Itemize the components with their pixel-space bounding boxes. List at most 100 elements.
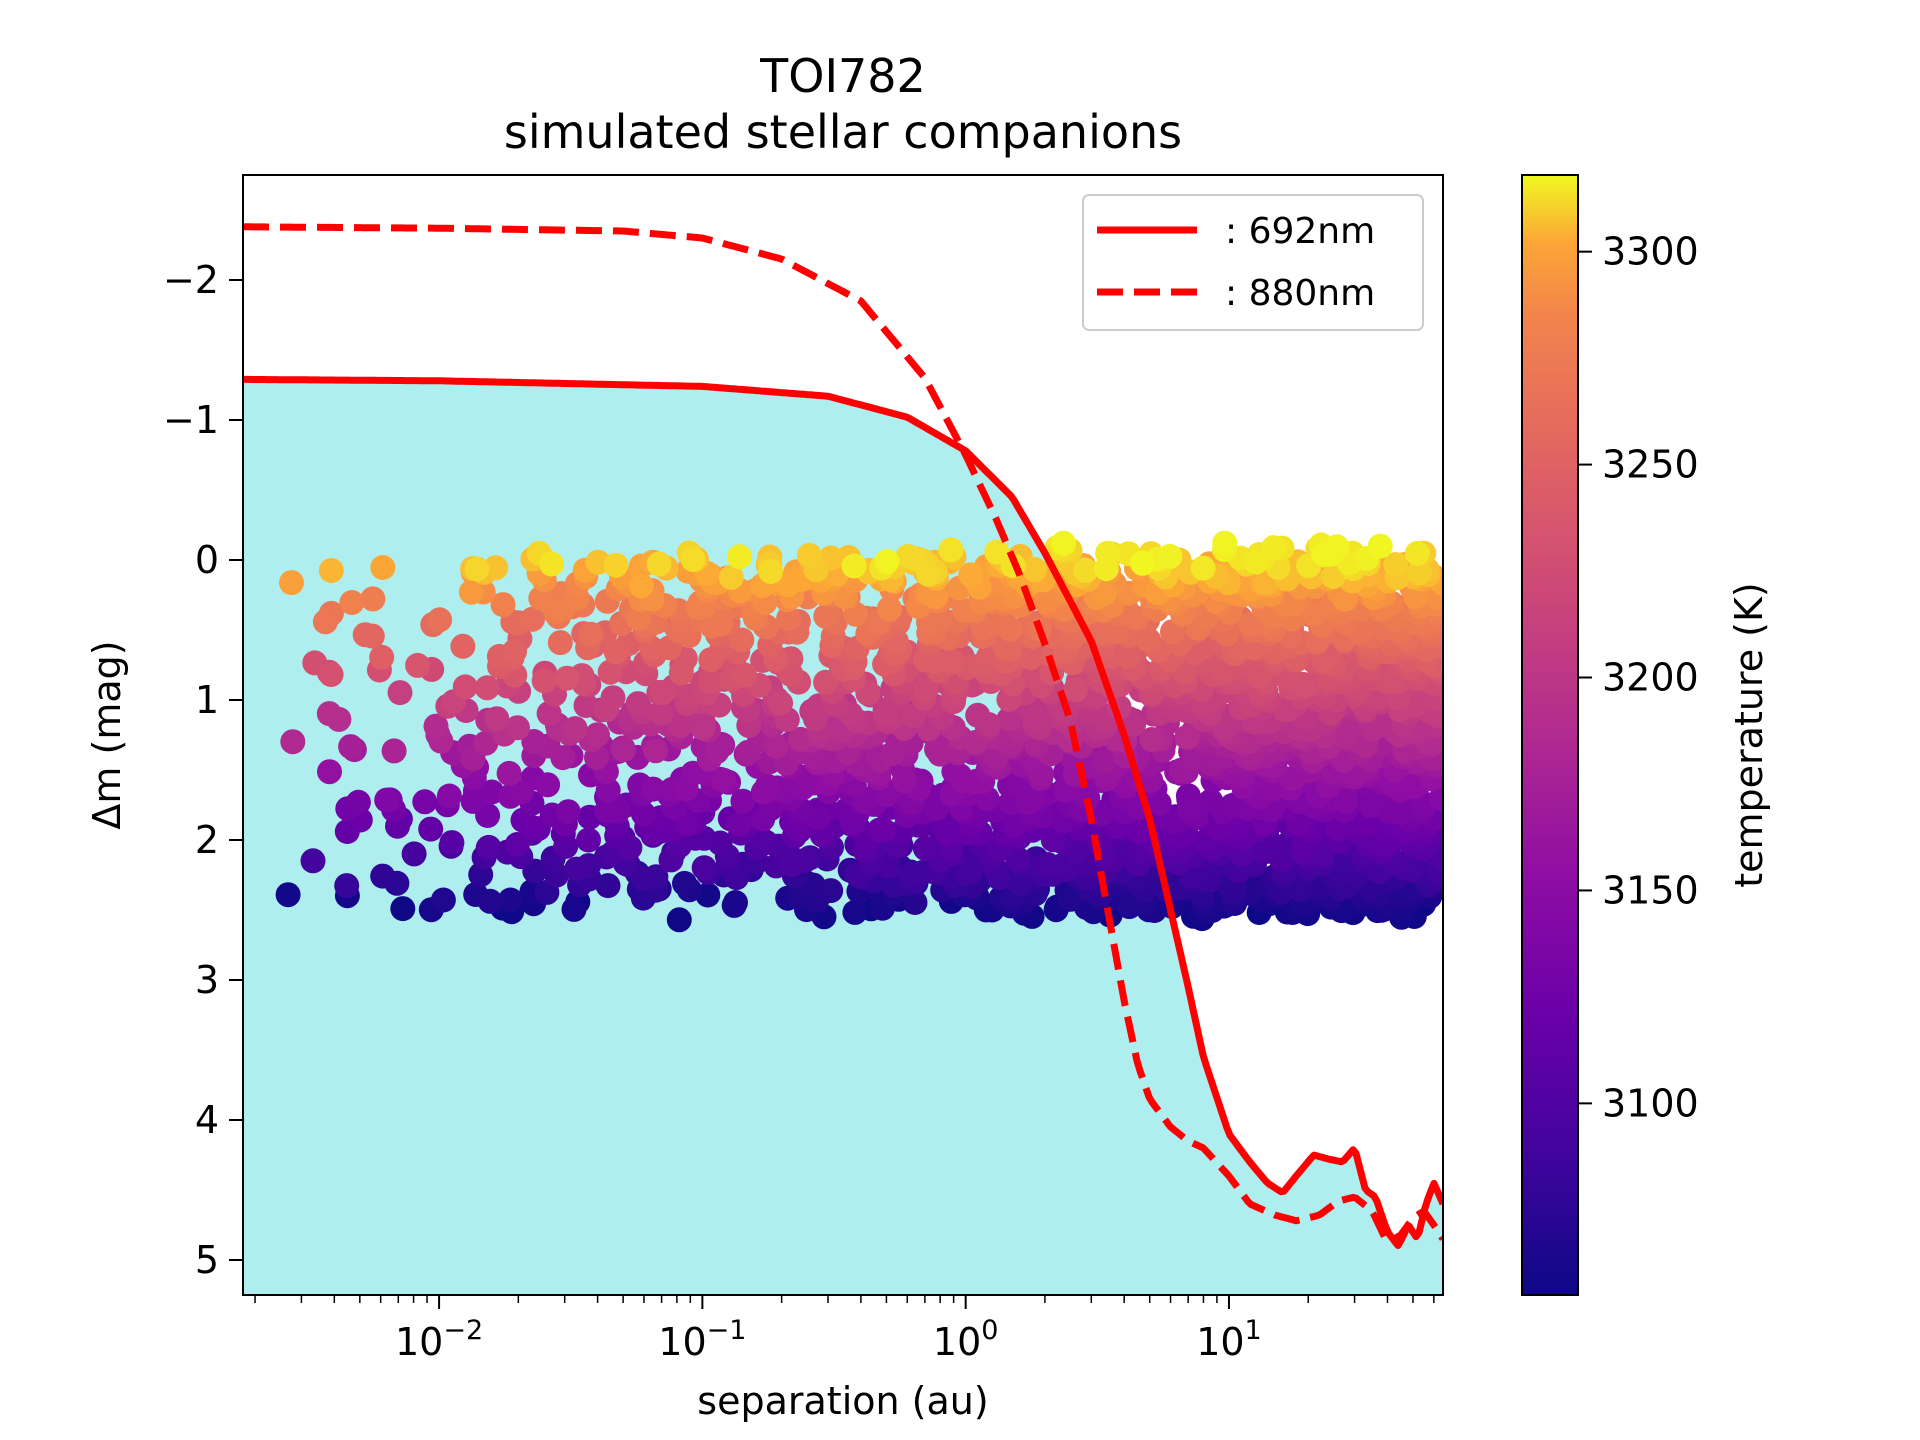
scatter-point [1406,560,1432,586]
scatter-point [723,890,748,915]
scatter-point [1198,788,1224,814]
scatter-point [877,596,903,622]
scatter-point [518,814,544,840]
scatter-point [473,730,499,756]
y-tick-label: 5 [195,1238,219,1282]
y-tick-label: 0 [195,538,219,582]
scatter-point [405,652,431,678]
colorbar-gradient [1521,174,1579,1296]
scatter-point [873,701,898,727]
scatter-point [1115,643,1141,669]
y-axis: −2 −1 0 1 2 3 4 5 [163,258,243,1282]
scatter-point [1023,706,1049,732]
scatter-point [996,706,1022,732]
scatter-point [585,722,610,748]
scatter-point [915,561,941,587]
scatter-point [381,738,407,764]
scatter-point [504,832,530,857]
scatter-point [520,606,545,632]
scatter-point [646,551,672,577]
scatter-point [374,787,400,813]
scatter-point [1261,535,1287,561]
scatter-point [668,713,694,739]
scatter-point [475,835,501,861]
scatter-point [625,691,651,717]
scatter-point [912,835,938,861]
scatter-point [316,701,342,727]
scatter-point [924,736,950,762]
scatter-point [300,848,326,874]
scatter-point [1139,727,1165,752]
scatter-point [338,734,364,760]
scatter-point [1073,557,1099,583]
scatter-point [732,662,758,688]
scatter-point [1092,748,1118,774]
scatter-point [1018,645,1044,671]
scatter-point [370,555,396,580]
scatter-point [763,733,789,759]
scatter-point [902,890,928,915]
scatter-point [813,603,839,629]
colorbar-tick-label: 3300 [1602,230,1699,274]
scatter-point [631,801,656,827]
scatter-point [934,821,960,846]
scatter-point [458,579,484,605]
scatter-point [779,852,805,877]
scatter-point [1095,540,1121,566]
series-line-880nm [243,223,1443,1246]
scatter-point [680,547,706,573]
scatter-point [1367,533,1393,559]
scatter-point [317,759,342,785]
scatter-point [339,590,365,615]
scatter-point [436,783,462,809]
scatter-point [813,669,839,695]
legend: : 692nm : 880nm [1082,194,1424,331]
legend-label-692nm: : 692nm [1225,211,1375,252]
scatter-point [959,854,985,880]
x-tick-label: 101 [1196,1315,1262,1364]
scatter-point [648,700,674,726]
scatter-point [418,816,444,842]
scatter-point [958,562,984,588]
scatter-point [626,605,652,631]
colorbar-label: temperature (K) [1727,582,1771,888]
legend-label-880nm: : 880nm [1225,273,1375,314]
scatter-point [369,644,395,670]
scatter-point [1022,557,1048,582]
scatter-point [1127,818,1153,844]
scatter-point [594,798,620,824]
series-line-692nm [243,375,1443,1249]
scatter-point [726,811,752,836]
y-tick-label: −2 [163,258,219,302]
scatter-point [923,584,949,610]
chart-subtitle: simulated stellar companions [504,105,1182,159]
scatter-point [938,537,964,563]
y-tick-label: 4 [195,1098,219,1142]
x-tick-label: 100 [933,1315,999,1364]
scatter-point [490,592,516,618]
scatter-point [628,573,654,599]
scatter-point [531,668,557,694]
scatter-point [1157,543,1183,569]
scatter-point [1051,530,1076,556]
scatter-point [334,873,360,899]
scatter-point [842,899,868,925]
scatter-points [275,530,1443,933]
scatter-point [576,827,601,853]
scatter-point [796,542,822,568]
scatter-point [976,712,1002,738]
scatter-point [913,677,939,703]
scatter-point [352,622,378,648]
scatter-point [1190,555,1216,581]
scatter-point [280,729,306,755]
scatter-point [1383,552,1409,577]
scatter-point [412,789,438,815]
scatter-point [690,715,716,741]
contrast-curves [243,223,1443,1249]
scatter-point [370,863,396,889]
scatter-point [502,638,528,664]
scatter-point [880,741,906,766]
scatter-point [573,693,599,718]
scatter-point [561,896,587,922]
scatter-point [650,679,676,705]
